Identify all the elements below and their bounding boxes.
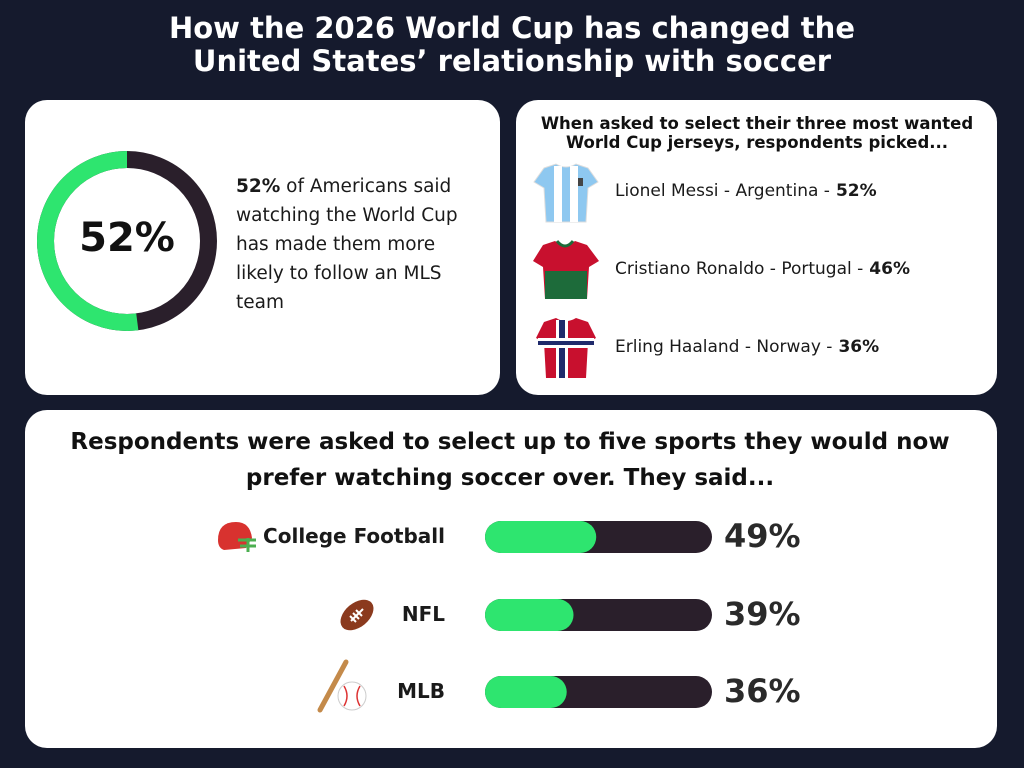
title-text: How the 2026 World Cup has changed the U… [168,11,855,78]
title: How the 2026 World Cup has changed the U… [0,12,1024,78]
bar-label: MLB [397,679,445,703]
jersey-card [516,100,997,395]
jersey-row: Erling Haaland - Norway -36% [615,337,879,357]
bar-value-label: 39% [724,595,801,633]
donut-segment [37,151,217,331]
jersey-row: Cristiano Ronaldo - Portugal -46% [615,259,910,279]
jersey-value: 46% [869,259,910,279]
jersey-argentina [533,163,599,223]
bar-title: Respondents were asked to select up to f… [70,429,950,491]
caption-value: 52% [236,176,281,197]
jersey-portugal [533,240,599,299]
bar-label: College Football [263,524,445,548]
jersey-norway [536,318,596,378]
jersey-title: When asked to select their three most wa… [540,114,974,152]
football-icon [340,599,374,631]
donut-card [25,100,500,395]
bar-value-label: 36% [724,672,801,710]
jersey-value: 36% [838,337,880,357]
bar-label: NFL [401,602,445,626]
baseball-icon [317,659,367,713]
donut-value-label: 52% [79,215,175,261]
jersey-row: Lionel Messi - Argentina -52% [615,181,877,201]
jersey-value: 52% [835,181,877,201]
jersey-label: Erling Haaland - Norway - [615,337,833,357]
bar [485,599,574,631]
helmet-icon [218,522,256,552]
bar [485,521,597,553]
jersey-label: Cristiano Ronaldo - Portugal - [615,259,864,279]
jersey-label: Lionel Messi - Argentina - [615,181,830,201]
donut-caption: 52% of Americans said watching the World… [236,172,486,317]
bar-value-label: 49% [724,517,801,555]
bar [485,676,567,708]
caption-text: of Americans said watching the World Cup… [236,176,458,313]
